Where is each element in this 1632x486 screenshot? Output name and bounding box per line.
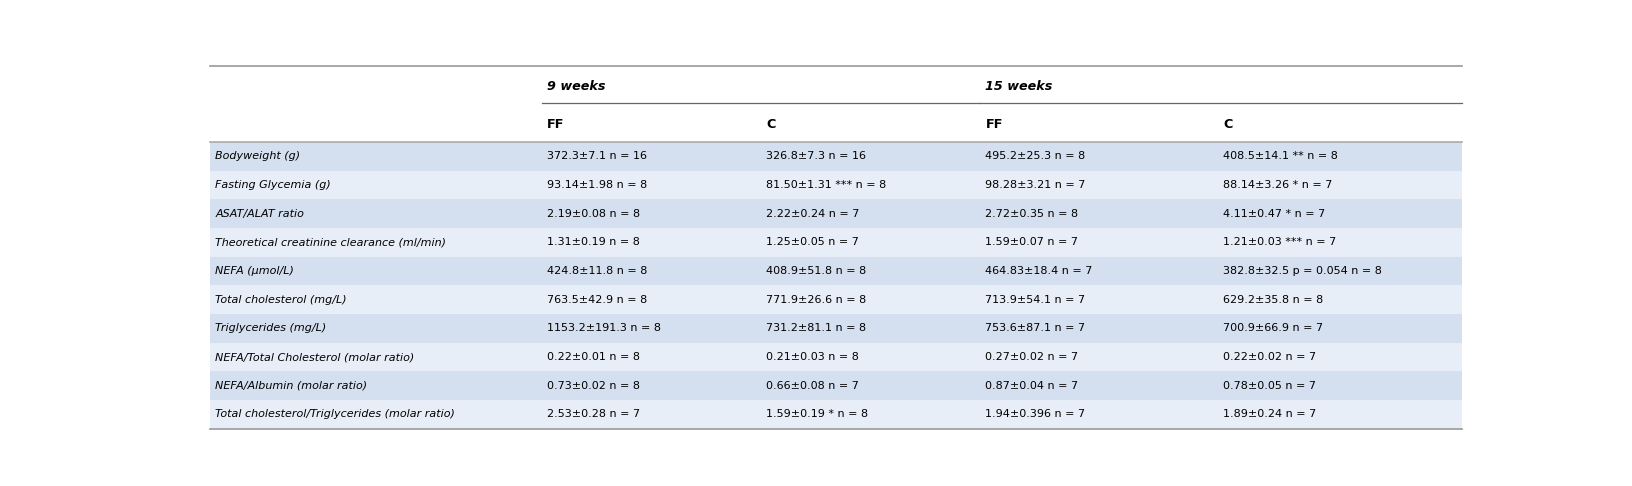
Text: 0.87±0.04 n = 7: 0.87±0.04 n = 7 — [986, 381, 1079, 391]
Text: 1.25±0.05 n = 7: 1.25±0.05 n = 7 — [767, 237, 858, 247]
Text: C: C — [1224, 118, 1232, 131]
Text: Total cholesterol/Triglycerides (molar ratio): Total cholesterol/Triglycerides (molar r… — [215, 410, 455, 419]
Text: 15 weeks: 15 weeks — [986, 80, 1053, 93]
Text: 629.2±35.8 n = 8: 629.2±35.8 n = 8 — [1224, 295, 1324, 305]
Bar — [211, 228, 1462, 257]
Text: 1.31±0.19 n = 8: 1.31±0.19 n = 8 — [547, 237, 640, 247]
Text: 1.59±0.07 n = 7: 1.59±0.07 n = 7 — [986, 237, 1079, 247]
Text: Bodyweight (g): Bodyweight (g) — [215, 151, 300, 161]
Text: 88.14±3.26 * n = 7: 88.14±3.26 * n = 7 — [1224, 180, 1333, 190]
Bar — [211, 400, 1462, 429]
Text: 382.8±32.5 p = 0.054 n = 8: 382.8±32.5 p = 0.054 n = 8 — [1224, 266, 1382, 276]
Bar — [211, 257, 1462, 285]
Text: 326.8±7.3 n = 16: 326.8±7.3 n = 16 — [767, 151, 867, 161]
Text: 4.11±0.47 * n = 7: 4.11±0.47 * n = 7 — [1224, 208, 1325, 219]
Text: FF: FF — [547, 118, 565, 131]
Text: NEFA (μmol/L): NEFA (μmol/L) — [215, 266, 294, 276]
Bar — [211, 314, 1462, 343]
Text: 408.9±51.8 n = 8: 408.9±51.8 n = 8 — [767, 266, 867, 276]
Text: 424.8±11.8 n = 8: 424.8±11.8 n = 8 — [547, 266, 648, 276]
Text: Theoretical creatinine clearance (ml/min): Theoretical creatinine clearance (ml/min… — [215, 237, 447, 247]
Text: 2.72±0.35 n = 8: 2.72±0.35 n = 8 — [986, 208, 1079, 219]
Bar — [211, 107, 1462, 142]
Text: C: C — [767, 118, 775, 131]
Text: 464.83±18.4 n = 7: 464.83±18.4 n = 7 — [986, 266, 1093, 276]
Text: 0.22±0.01 n = 8: 0.22±0.01 n = 8 — [547, 352, 640, 362]
Bar — [211, 285, 1462, 314]
Text: ASAT/ALAT ratio: ASAT/ALAT ratio — [215, 208, 304, 219]
Text: Total cholesterol (mg/L): Total cholesterol (mg/L) — [215, 295, 348, 305]
Text: 713.9±54.1 n = 7: 713.9±54.1 n = 7 — [986, 295, 1085, 305]
Text: 0.73±0.02 n = 8: 0.73±0.02 n = 8 — [547, 381, 640, 391]
Bar — [211, 171, 1462, 199]
Text: NEFA/Albumin (molar ratio): NEFA/Albumin (molar ratio) — [215, 381, 367, 391]
Text: 81.50±1.31 *** n = 8: 81.50±1.31 *** n = 8 — [767, 180, 886, 190]
Text: 2.19±0.08 n = 8: 2.19±0.08 n = 8 — [547, 208, 640, 219]
Text: 1153.2±191.3 n = 8: 1153.2±191.3 n = 8 — [547, 323, 661, 333]
Text: 1.59±0.19 * n = 8: 1.59±0.19 * n = 8 — [767, 410, 868, 419]
Text: 408.5±14.1 ** n = 8: 408.5±14.1 ** n = 8 — [1224, 151, 1338, 161]
Bar — [211, 343, 1462, 371]
Text: 9 weeks: 9 weeks — [547, 80, 605, 93]
Text: 0.22±0.02 n = 7: 0.22±0.02 n = 7 — [1224, 352, 1317, 362]
Text: 763.5±42.9 n = 8: 763.5±42.9 n = 8 — [547, 295, 648, 305]
Text: 0.21±0.03 n = 8: 0.21±0.03 n = 8 — [767, 352, 858, 362]
Text: 2.53±0.28 n = 7: 2.53±0.28 n = 7 — [547, 410, 640, 419]
Text: 495.2±25.3 n = 8: 495.2±25.3 n = 8 — [986, 151, 1085, 161]
Text: NEFA/Total Cholesterol (molar ratio): NEFA/Total Cholesterol (molar ratio) — [215, 352, 415, 362]
Text: 0.66±0.08 n = 7: 0.66±0.08 n = 7 — [767, 381, 858, 391]
Text: 753.6±87.1 n = 7: 753.6±87.1 n = 7 — [986, 323, 1085, 333]
Bar — [211, 66, 1462, 107]
Bar — [211, 371, 1462, 400]
Text: 771.9±26.6 n = 8: 771.9±26.6 n = 8 — [767, 295, 867, 305]
Text: 2.22±0.24 n = 7: 2.22±0.24 n = 7 — [767, 208, 860, 219]
Text: 1.94±0.396 n = 7: 1.94±0.396 n = 7 — [986, 410, 1085, 419]
Text: 731.2±81.1 n = 8: 731.2±81.1 n = 8 — [767, 323, 867, 333]
Text: 1.21±0.03 *** n = 7: 1.21±0.03 *** n = 7 — [1224, 237, 1337, 247]
Bar — [211, 199, 1462, 228]
Text: Fasting Glycemia (g): Fasting Glycemia (g) — [215, 180, 331, 190]
Bar — [211, 142, 1462, 171]
Text: 372.3±7.1 n = 16: 372.3±7.1 n = 16 — [547, 151, 648, 161]
Text: FF: FF — [986, 118, 1004, 131]
Text: 700.9±66.9 n = 7: 700.9±66.9 n = 7 — [1224, 323, 1324, 333]
Text: 98.28±3.21 n = 7: 98.28±3.21 n = 7 — [986, 180, 1085, 190]
Text: Triglycerides (mg/L): Triglycerides (mg/L) — [215, 323, 326, 333]
Text: 0.27±0.02 n = 7: 0.27±0.02 n = 7 — [986, 352, 1079, 362]
Text: 1.89±0.24 n = 7: 1.89±0.24 n = 7 — [1224, 410, 1317, 419]
Text: 0.78±0.05 n = 7: 0.78±0.05 n = 7 — [1224, 381, 1317, 391]
Text: 93.14±1.98 n = 8: 93.14±1.98 n = 8 — [547, 180, 648, 190]
